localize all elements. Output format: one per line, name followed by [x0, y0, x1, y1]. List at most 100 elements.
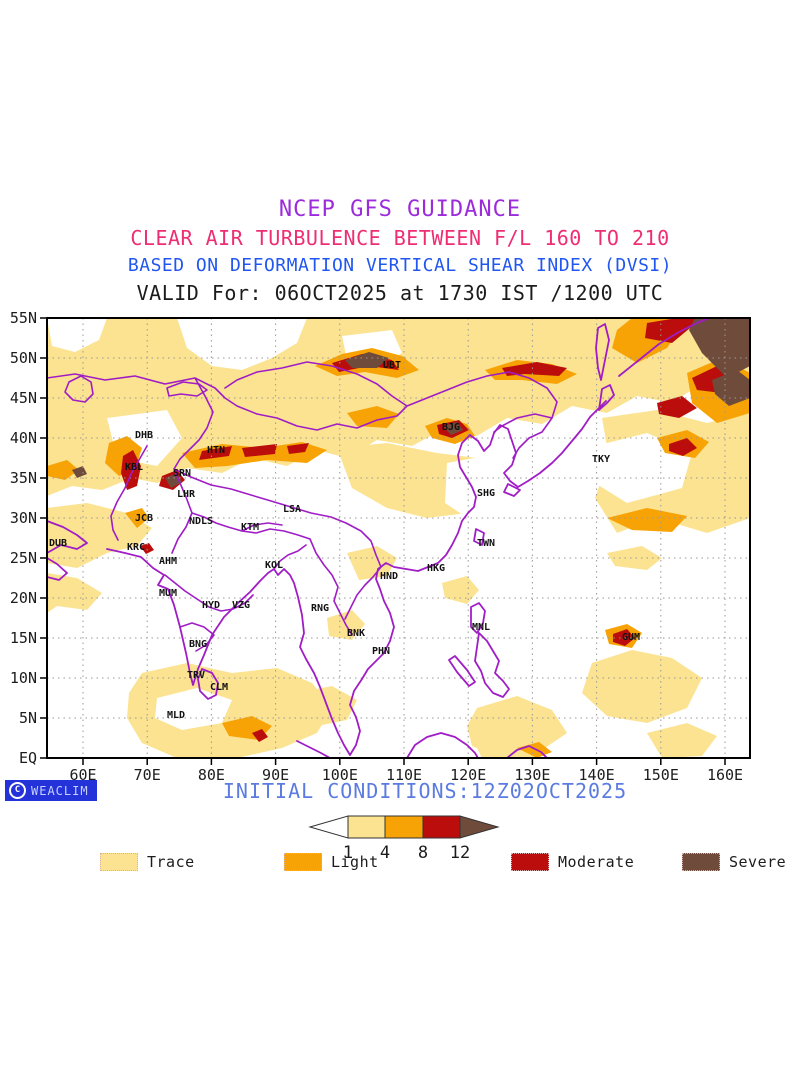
station-label-krc: KRC — [127, 542, 145, 553]
station-label-mum: MUM — [159, 588, 177, 599]
legend-item-severe: Severe — [682, 853, 786, 871]
lon-tick-label: 110E — [386, 766, 422, 784]
lake-outlines — [64, 375, 208, 403]
initial-conditions-text: INITIAL CONDITIONS:12Z02OCT2025 — [222, 779, 628, 803]
station-label-lhr: LHR — [177, 489, 196, 500]
lat-tick-label: 15N — [10, 629, 37, 647]
lon-tick-label: 60E — [69, 766, 96, 784]
colorbar-value: 8 — [418, 843, 428, 862]
legend-swatch — [284, 853, 322, 871]
station-label-clm: CLM — [210, 682, 228, 693]
axis-ticks-and-labels: 55N 50N 45N 40N 35N 30N 25N 20N 15N 10N 5N EQ 60E 70E… — [10, 309, 743, 784]
map-plot-area: UBT DHB HTN KBL SRN LHR JCB NDLS KTM LSA DUB KRC AHM… — [47, 318, 750, 758]
lon-tick-label: 90E — [262, 766, 289, 784]
lon-tick-label: 140E — [579, 766, 615, 784]
title-block: NCEP GFS GUIDANCE CLEAR AIR TURBULENCE B… — [0, 196, 800, 307]
colorbar-segment — [384, 815, 424, 839]
station-label-dub: DUB — [49, 538, 67, 549]
title-line-2: CLEAR AIR TURBULENCE BETWEEN F/L 160 TO … — [130, 226, 670, 250]
station-label-dhb: DHB — [135, 430, 153, 441]
lat-tick-label: 40N — [10, 429, 37, 447]
turbulence-map: UBT DHB HTN KBL SRN LHR JCB NDLS KTM LSA DUB KRC AHM… — [10, 309, 751, 784]
station-label-lsa: LSA — [283, 504, 301, 515]
legend-label: Moderate — [558, 853, 635, 871]
station-label-hnd: HND — [380, 571, 398, 582]
copyright-circle-icon: C — [9, 782, 26, 799]
map-frame — [46, 317, 751, 759]
station-label-hkg: HKG — [427, 563, 445, 574]
title-line-1: NCEP GFS GUIDANCE — [278, 197, 522, 222]
lat-tick-label: 35N — [10, 469, 37, 487]
station-label-hyd: HYD — [202, 600, 220, 611]
legend-swatch — [511, 853, 549, 871]
station-label-mld: MLD — [167, 710, 185, 721]
lat-tick-label: 30N — [10, 509, 37, 527]
lon-tick-label: 130E — [514, 766, 550, 784]
colorbar-value: 12 — [450, 843, 470, 862]
station-label-mnl: MNL — [472, 622, 490, 633]
colorbar-value-labels: 1 4 8 12 — [343, 843, 470, 862]
station-label-phn: PHN — [372, 646, 390, 657]
lon-tick-label: 160E — [707, 766, 743, 784]
station-label-ubt: UBT — [383, 360, 401, 371]
legend-item-light: Light — [284, 853, 379, 871]
lat-tick-label: 10N — [10, 669, 37, 687]
trace-turbulence-areas — [47, 318, 750, 758]
lon-tick-label: 120E — [450, 766, 486, 784]
lat-tick-label: 45N — [10, 389, 37, 407]
station-label-bjg: BJG — [442, 422, 460, 433]
station-label-gum: GUM — [622, 632, 640, 643]
colorbar-segment — [347, 815, 386, 839]
lon-tick-label: 150E — [643, 766, 679, 784]
lat-tick-label: 20N — [10, 589, 37, 607]
colorbar-segments — [347, 815, 461, 839]
lat-tick-label: 5N — [19, 709, 37, 727]
legend-item-trace: Trace — [100, 853, 195, 871]
colorbar-segment — [422, 815, 461, 839]
station-label-jcb: JCB — [135, 513, 153, 524]
station-labels-layer: UBT DHB HTN KBL SRN LHR JCB NDLS KTM LSA DUB KRC AHM… — [49, 360, 640, 721]
station-label-trv: TRV — [187, 670, 205, 681]
colorbar-left-arrow — [308, 815, 349, 839]
station-label-shg: SHG — [477, 488, 495, 499]
colorbar-value: 4 — [380, 843, 390, 862]
title-line-3: BASED ON DEFORMATION VERTICAL SHEAR INDE… — [127, 255, 673, 276]
station-label-srn: SRN — [173, 468, 191, 479]
lon-tick-label: 100E — [322, 766, 358, 784]
lat-lon-gridlines — [47, 318, 750, 758]
country-border-paths — [47, 361, 558, 652]
station-label-ndls: NDLS — [189, 516, 213, 527]
lat-tick-label: 25N — [10, 549, 37, 567]
lon-tick-label: 80E — [198, 766, 225, 784]
station-label-ktm: KTM — [241, 522, 259, 533]
lat-tick-label: 55N — [10, 309, 37, 327]
station-label-ahm: AHM — [159, 556, 177, 567]
legend-label: Light — [331, 853, 379, 871]
station-label-twn: TWN — [477, 538, 495, 549]
legend-label: Trace — [147, 853, 195, 871]
lat-tick-label: 50N — [10, 349, 37, 367]
lat-tick-label: EQ — [19, 749, 37, 767]
logo-text: WEACLIM — [31, 783, 89, 798]
intensity-colorbar: 1 4 8 12 — [308, 815, 500, 862]
legend-item-moderate: Moderate — [511, 853, 634, 871]
coastline-paths — [47, 318, 710, 758]
legend-swatch — [682, 853, 720, 871]
station-label-rng: RNG — [311, 603, 329, 614]
station-label-kbl: KBL — [125, 462, 143, 473]
colorbar-value: 1 — [343, 843, 353, 862]
severe-turbulence-areas — [72, 318, 750, 488]
title-line-4: VALID For: 06OCT2025 at 1730 IST /1200 U… — [136, 281, 664, 305]
legend-label: Severe — [729, 853, 787, 871]
station-label-kol: KOL — [265, 560, 283, 571]
station-label-tky: TKY — [592, 454, 610, 465]
station-label-vzg: VZG — [232, 600, 250, 611]
station-label-bng: BNG — [189, 639, 207, 650]
legend-swatch — [100, 853, 138, 871]
lon-tick-label: 70E — [134, 766, 161, 784]
station-label-htn: HTN — [207, 445, 225, 456]
colorbar-right-arrow — [459, 815, 500, 839]
station-label-bnk: BNK — [347, 628, 365, 639]
weaclim-logo-badge: C WEACLIM — [5, 780, 97, 801]
